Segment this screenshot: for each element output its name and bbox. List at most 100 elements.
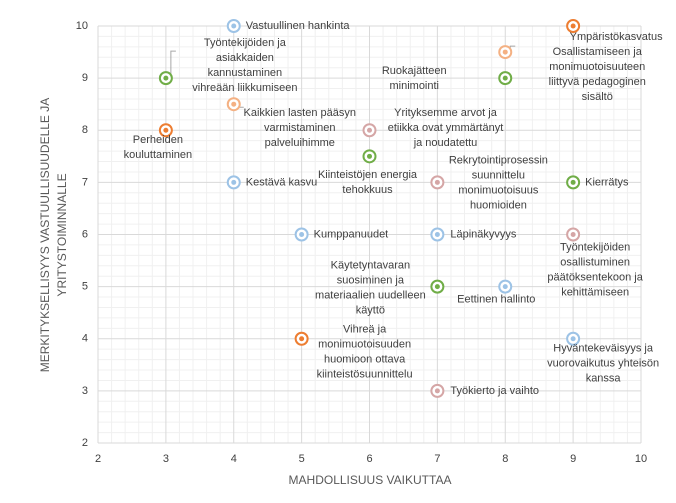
point [226,19,241,33]
x-tick-label: 4 [231,453,237,465]
point [430,227,445,242]
y-axis-title: MERKITYKSELLISYYS VASTUULLISUUDELLE JA [38,98,52,373]
point-label: Hyväntekeväisyys ja [553,343,654,355]
point-dot [570,232,576,237]
x-tick-label: 5 [299,453,305,465]
point-label: käyttö [356,305,385,317]
point-label: Ruokajätteen [382,65,447,77]
point-label: minimointi [389,80,439,92]
point-dot [434,284,440,290]
point-label: Vihreä ja [343,324,387,336]
x-tick-label: 8 [502,453,508,465]
point-label: suunnittelu [472,169,525,181]
y-tick-label: 4 [82,333,88,345]
y-tick-label: 7 [82,176,88,188]
x-tick-label: 6 [366,453,372,465]
point-label: Osallistamiseen ja [553,46,643,58]
point [430,279,445,294]
point-label: Läpinäkyvyys [450,228,517,240]
x-axis-title: MAHDOLLISUUS VAIKUTTAA [289,473,452,487]
point-label: asiakkaiden [216,52,274,64]
point-dot [299,232,305,237]
point-label: Ympäristökasvatus [570,31,663,43]
point [362,123,377,138]
y-tick-label: 2 [82,437,88,449]
point [158,71,173,86]
leader-line [170,50,176,75]
point [158,123,173,138]
point-label: liittyvä pedagoginen [549,76,646,88]
point-label: Kaikkien lasten pääsyn [243,107,356,119]
point-dot [434,232,440,237]
point-label: palveluihimme [265,137,335,149]
y-tick-label: 5 [82,281,88,293]
y-tick-label: 10 [76,20,88,32]
point-dot [570,179,576,185]
y-tick-label: 8 [82,124,88,136]
point [430,383,445,398]
point-dot [231,179,237,185]
point-label: suosiminen ja [337,275,405,287]
point [498,71,513,86]
point-label: Kumppanuudet [314,228,389,240]
point-label: Perheiden [133,134,183,146]
point-label: Rekrytointiprosessin [449,154,548,166]
y-tick-label: 9 [82,72,88,84]
point-dot [570,23,576,29]
point-label: kouluttaminen [124,149,193,161]
point [566,175,581,190]
point [566,19,581,33]
point-label: Työkierto ja vaihto [450,385,539,397]
point [226,175,241,190]
point-label: Työntekijöiden ja [204,37,287,49]
point-label: Eettinen hallinto [457,294,535,306]
point-label: ja noudatettu [413,137,478,149]
point-label: osallistuminen [560,256,630,268]
point-label: Työntekijöiden [560,241,630,253]
point [294,227,309,242]
point-label: monimuotoisuus [458,184,539,196]
point-label: Käytetyntavaran [331,260,411,272]
point [226,97,241,112]
x-tick-label: 7 [434,453,440,465]
point-dot [502,75,508,81]
point-label: huomioon ottava [324,354,406,366]
point-dot [367,127,372,133]
point-label: kannustaminen [208,67,283,79]
point-dot [502,284,508,290]
point-label: kanssa [586,373,622,385]
point-label: päätöksentekoon ja [547,271,643,283]
point-dot [163,75,169,81]
point-label: Yrityksemme arvot ja [394,107,498,119]
y-tick-label: 6 [82,228,88,240]
point-label: huomioiden [470,199,527,211]
point-dot [231,101,237,107]
x-tick-label: 2 [95,453,101,465]
point-label: tehokkuus [342,184,393,196]
point-label: vuorovaikutus yhteisön [547,358,659,370]
point-label: etiikka ovat ymmärtänyt [388,122,504,134]
point-dot [434,179,440,185]
point [498,45,513,60]
point-dot [163,127,169,133]
x-tick-label: 3 [163,453,169,465]
point [430,175,445,190]
point-dot [502,49,508,55]
point-label: Kierrätys [585,176,629,188]
point-dot [570,336,576,342]
point-label: monimuotoisuuteen [549,61,645,73]
y-axis-title: YRITYSTOIMINNALLE [55,173,69,296]
point-label: monimuotoisuuden [318,339,411,351]
point-label: Kiinteistöjen energia [318,169,418,181]
point-dot [299,336,305,342]
point-label: materiaalien uudelleen [315,290,426,302]
point-label: sisältö [582,91,613,103]
point [566,331,581,346]
point-dot [434,388,440,394]
x-tick-label: 9 [570,453,576,465]
point-label: kehittämiseen [561,286,629,298]
point-label: varmistaminen [264,122,336,134]
point [566,227,581,242]
point-dot [231,23,237,29]
